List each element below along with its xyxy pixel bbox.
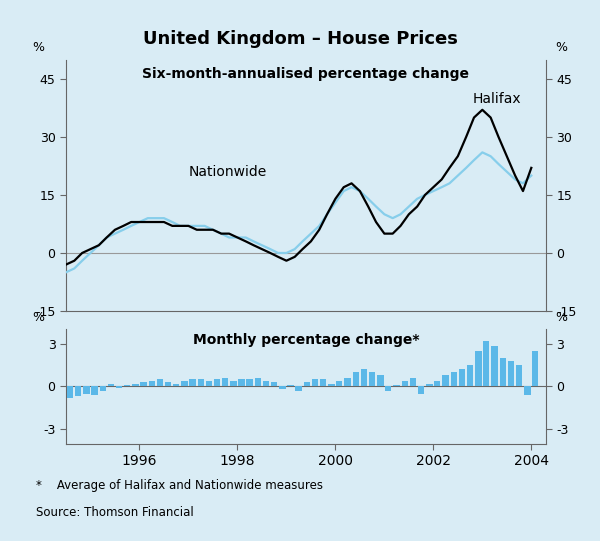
Text: Source: Thomson Financial: Source: Thomson Financial [36,506,194,519]
Bar [508,361,514,386]
Bar [140,382,146,386]
Bar [344,378,351,386]
Bar [100,386,106,391]
Bar [255,378,261,386]
Bar [108,384,114,386]
Bar [369,372,376,386]
Bar [410,378,416,386]
Bar [426,384,433,386]
Bar [336,381,343,386]
Bar [402,381,408,386]
Bar [483,341,490,386]
Bar [467,365,473,386]
Bar [206,381,212,386]
Bar [83,386,90,394]
Bar [280,386,286,390]
Bar [385,386,391,391]
Bar [434,381,440,386]
Bar [164,382,171,386]
Bar [320,379,326,386]
Text: Halifax: Halifax [473,92,521,106]
Bar [230,381,236,386]
Bar [222,378,229,386]
Bar [304,382,310,386]
Bar [181,381,188,386]
Bar [418,386,424,394]
Bar [197,379,204,386]
Bar [149,381,155,386]
Bar [491,346,498,386]
Bar [75,386,82,397]
Bar [157,379,163,386]
Bar [377,375,383,386]
Bar [67,386,73,398]
Text: Monthly percentage change*: Monthly percentage change* [193,333,419,347]
Bar [287,385,293,386]
Bar [295,386,302,391]
Bar [328,384,335,386]
Bar [116,386,122,388]
Text: %: % [556,311,568,324]
Bar [214,379,220,386]
Bar [124,385,130,386]
Text: %: % [556,42,568,55]
Bar [91,386,98,395]
Text: Nationwide: Nationwide [188,166,266,180]
Bar [524,386,530,395]
Text: Six-month-annualised percentage change: Six-month-annualised percentage change [143,67,470,81]
Bar [500,358,506,386]
Bar [133,384,139,386]
Bar [516,365,522,386]
Bar [361,370,367,386]
Bar [353,372,359,386]
Bar [394,385,400,386]
Bar [263,381,269,386]
Bar [173,384,179,386]
Bar [532,351,538,386]
Bar [458,370,465,386]
Text: *    Average of Halifax and Nationwide measures: * Average of Halifax and Nationwide meas… [36,479,323,492]
Bar [238,379,245,386]
Bar [451,372,457,386]
Bar [311,379,318,386]
Bar [271,382,277,386]
Bar [247,379,253,386]
Text: %: % [32,311,44,324]
Bar [442,375,449,386]
Bar [189,379,196,386]
Bar [475,351,482,386]
Text: %: % [32,42,44,55]
Text: United Kingdom – House Prices: United Kingdom – House Prices [143,30,457,48]
